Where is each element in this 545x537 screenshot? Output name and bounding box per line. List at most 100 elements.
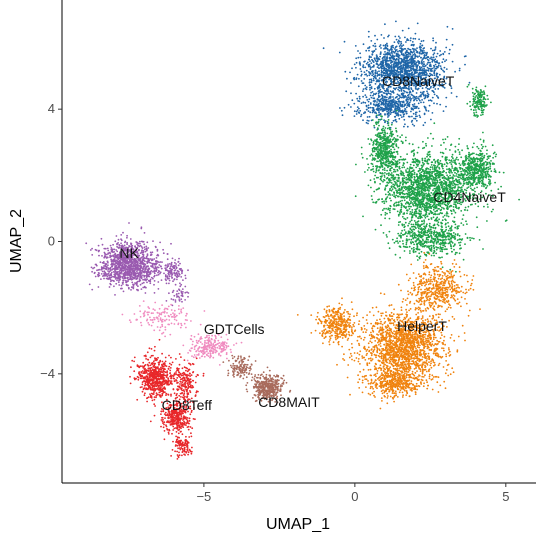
data-point xyxy=(378,148,380,151)
data-point xyxy=(464,159,467,162)
data-point xyxy=(485,105,487,107)
data-point xyxy=(412,57,415,60)
data-point xyxy=(357,56,360,59)
data-point xyxy=(442,110,445,112)
data-point xyxy=(410,51,413,54)
data-point xyxy=(431,82,433,85)
data-point xyxy=(362,215,364,218)
data-point xyxy=(357,50,359,52)
data-point xyxy=(404,95,407,97)
data-point xyxy=(475,109,477,111)
data-point xyxy=(388,50,391,52)
data-point xyxy=(382,180,384,183)
data-point xyxy=(374,180,376,183)
data-point xyxy=(474,96,477,99)
data-point xyxy=(377,122,379,124)
data-point xyxy=(477,165,480,167)
data-point xyxy=(479,89,482,91)
data-point xyxy=(462,174,465,177)
data-point xyxy=(474,163,477,166)
data-point xyxy=(412,48,415,50)
data-point xyxy=(455,167,458,170)
data-point xyxy=(412,154,415,157)
data-point xyxy=(389,162,391,165)
data-point xyxy=(483,165,485,167)
data-point xyxy=(448,83,451,85)
data-point xyxy=(430,118,432,121)
data-point xyxy=(379,172,382,175)
data-point xyxy=(421,157,424,160)
data-point xyxy=(401,204,403,206)
data-point xyxy=(396,204,398,206)
data-point xyxy=(423,187,426,190)
data-point xyxy=(405,197,408,200)
data-point xyxy=(399,136,402,139)
data-point xyxy=(384,193,387,196)
data-point xyxy=(444,138,447,141)
data-point xyxy=(447,176,450,178)
data-point xyxy=(487,178,490,181)
data-point xyxy=(387,60,390,62)
data-point xyxy=(412,204,415,207)
data-point xyxy=(453,210,455,212)
data-point xyxy=(408,58,411,61)
data-point xyxy=(479,138,482,141)
data-point xyxy=(411,103,414,106)
data-point xyxy=(448,180,451,183)
data-point xyxy=(435,65,438,68)
data-point xyxy=(381,57,384,60)
data-point xyxy=(445,46,448,49)
data-point xyxy=(369,94,372,97)
data-point xyxy=(409,64,411,67)
data-point xyxy=(418,161,421,164)
data-point xyxy=(358,107,360,110)
data-point xyxy=(397,35,400,38)
data-point xyxy=(439,171,442,173)
data-point xyxy=(377,57,379,59)
data-point xyxy=(481,109,484,112)
data-point xyxy=(380,176,383,178)
data-point xyxy=(358,97,361,100)
data-point xyxy=(475,111,478,114)
data-point xyxy=(427,151,430,154)
data-point xyxy=(397,61,399,64)
data-point xyxy=(451,60,454,63)
data-point xyxy=(397,42,400,45)
data-point xyxy=(361,156,364,159)
data-point xyxy=(374,42,376,45)
data-point xyxy=(483,156,485,159)
data-point xyxy=(379,88,382,91)
data-point xyxy=(405,206,408,208)
data-point xyxy=(379,51,382,54)
data-point xyxy=(368,81,371,84)
data-point xyxy=(411,150,414,152)
data-point xyxy=(418,110,421,113)
data-point xyxy=(422,93,424,95)
data-point xyxy=(454,184,457,186)
data-point xyxy=(451,43,454,46)
data-point xyxy=(456,207,458,210)
data-point xyxy=(428,88,431,91)
data-point xyxy=(370,62,373,64)
data-point xyxy=(418,80,421,83)
data-point xyxy=(418,98,420,100)
data-point xyxy=(384,127,387,129)
data-point xyxy=(400,186,403,189)
data-point xyxy=(394,119,397,121)
data-point xyxy=(413,191,416,194)
data-point xyxy=(488,155,490,158)
data-point xyxy=(402,100,405,103)
data-point xyxy=(423,189,426,192)
data-point xyxy=(414,75,416,77)
data-point xyxy=(429,77,432,80)
data-point xyxy=(387,136,389,138)
data-point xyxy=(398,89,401,92)
data-point xyxy=(373,126,376,129)
data-point xyxy=(390,108,392,111)
data-point xyxy=(407,190,409,192)
data-point xyxy=(438,168,441,170)
data-point xyxy=(429,72,431,75)
data-point xyxy=(399,200,402,203)
data-point xyxy=(438,54,441,57)
data-point xyxy=(417,64,419,66)
